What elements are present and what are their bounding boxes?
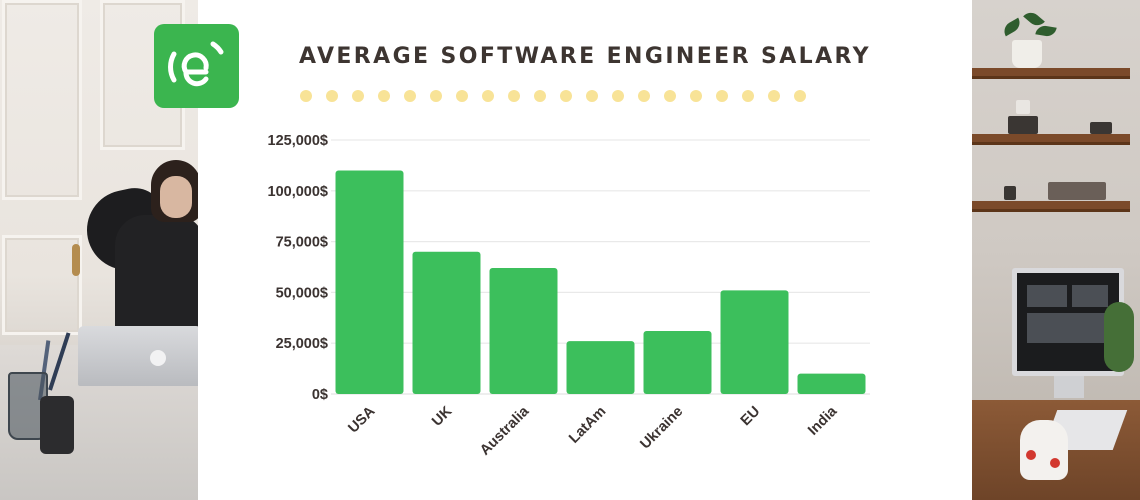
bar-ukraine <box>643 331 712 394</box>
person-body <box>115 215 198 335</box>
laptop <box>78 326 198 386</box>
x-tick-label: Australia <box>477 403 533 459</box>
decor-dot <box>716 90 728 102</box>
y-tick-label: 50,000$ <box>276 285 328 301</box>
laptop-logo <box>150 350 166 366</box>
shelf <box>972 134 1130 145</box>
y-tick-label: 25,000$ <box>276 336 328 352</box>
door-knob <box>72 244 80 276</box>
decor-dot <box>742 90 754 102</box>
x-tick-label: UK <box>429 403 455 429</box>
chart-title: AVERAGE SOFTWARE ENGINEER SALARY <box>299 44 871 69</box>
camera <box>1008 116 1038 134</box>
decor-dot <box>768 90 780 102</box>
shelf-object <box>1016 100 1030 114</box>
brand-logo[interactable] <box>154 24 239 108</box>
bar-uk <box>412 251 481 394</box>
monitor-stand <box>1054 376 1084 398</box>
decorative-dots <box>300 90 840 104</box>
decor-dot <box>638 90 650 102</box>
x-tick-label: Ukraine <box>637 404 686 453</box>
x-tick-label: EU <box>738 404 764 430</box>
bar-latam <box>566 341 635 394</box>
bar-india <box>797 373 866 394</box>
monitor <box>1012 268 1124 376</box>
bar-usa <box>335 170 404 394</box>
salary-bar-chart: 0$ 25,000$ 50,000$ 75,000$ 100,000$ 125,000$ U… <box>268 133 870 459</box>
lucky-cat-figurine <box>1020 420 1068 480</box>
plant-leaf <box>1000 17 1024 37</box>
decor-dot <box>404 90 416 102</box>
decor-dot <box>508 90 520 102</box>
shelf <box>972 68 1130 79</box>
decor-dot <box>430 90 442 102</box>
decor-dot <box>586 90 598 102</box>
door-panel <box>2 235 82 335</box>
stapler <box>40 396 74 454</box>
decor-dot <box>352 90 364 102</box>
decor-dot <box>612 90 624 102</box>
shelf-object <box>1004 186 1016 200</box>
decor-dot <box>560 90 572 102</box>
plant-leaf <box>1035 24 1057 38</box>
decor-dot <box>664 90 676 102</box>
plant-pot <box>1012 40 1042 68</box>
shelf-object <box>1048 182 1106 200</box>
decor-dot <box>794 90 806 102</box>
decor-dot <box>300 90 312 102</box>
y-tick-label: 75,000$ <box>276 235 328 251</box>
decor-dot <box>456 90 468 102</box>
x-tick-label: India <box>805 403 841 439</box>
bar-australia <box>489 268 558 394</box>
decor-dot <box>326 90 338 102</box>
decor-dot <box>482 90 494 102</box>
x-tick-label: LatAm <box>566 404 609 447</box>
desk-plant <box>1104 302 1134 372</box>
y-tick-label: 125,000$ <box>268 133 328 149</box>
bar-eu <box>720 290 789 394</box>
decor-dot <box>378 90 390 102</box>
y-tick-label: 0$ <box>312 387 328 403</box>
door-panel <box>2 0 82 200</box>
shelf <box>972 201 1130 212</box>
decor-dot <box>534 90 546 102</box>
decor-dot <box>690 90 702 102</box>
right-office-photo <box>972 0 1140 500</box>
x-tick-label: USA <box>345 403 378 436</box>
y-tick-label: 100,000$ <box>268 184 328 200</box>
shelf-object <box>1090 122 1112 134</box>
person-face <box>160 176 192 218</box>
e-logo-icon <box>168 41 224 87</box>
